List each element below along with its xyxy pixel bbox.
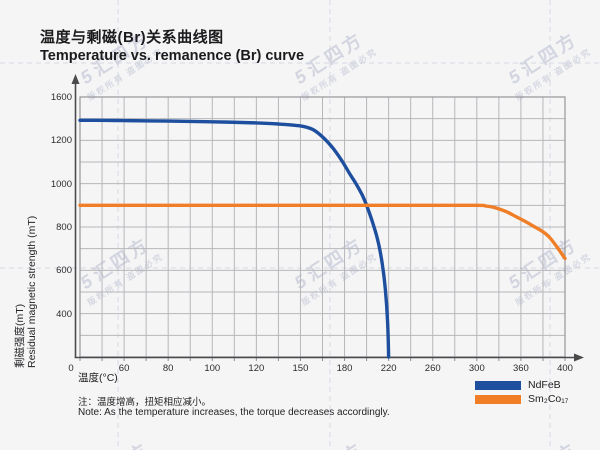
x-axis-arrow <box>574 353 584 362</box>
curve-ndfeb <box>78 118 391 359</box>
curve-sm2co17 <box>78 203 567 261</box>
y-axis-arrow <box>71 74 80 84</box>
